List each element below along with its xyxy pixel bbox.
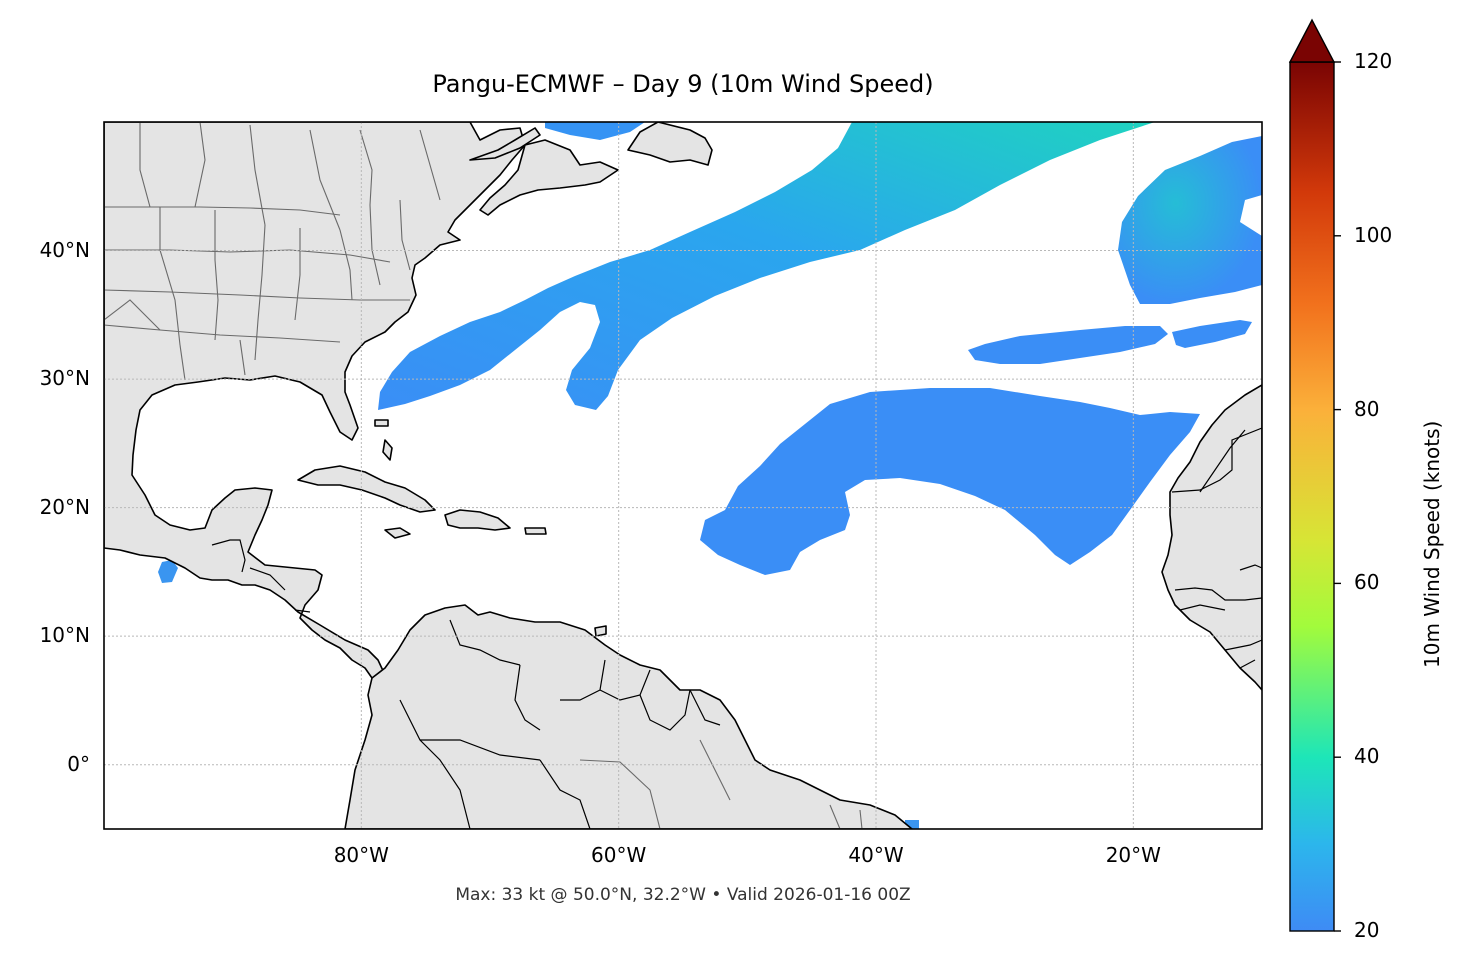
wind-field <box>158 122 1262 829</box>
colorbar-tick-label: 60 <box>1354 570 1380 595</box>
colorbar-extend-arrow <box>1288 18 1336 63</box>
wind-patch-east <box>1118 136 1262 304</box>
lat-tick-label: 0° <box>67 751 90 776</box>
map-footer: Max: 33 kt @ 50.0°N, 32.2°W • Valid 2026… <box>455 885 911 905</box>
colorbar-bar <box>1289 61 1335 932</box>
lon-tick-label: 20°W <box>1105 843 1161 867</box>
colorbar-label: 10m Wind Speed (knots) <box>1420 420 1444 668</box>
lat-tick-label: 30°N <box>39 366 90 391</box>
lon-tick-label: 60°W <box>591 843 647 867</box>
colorbar-tick-label: 80 <box>1354 396 1380 421</box>
wind-patch-south <box>905 820 919 829</box>
colorbar-tick-label: 20 <box>1354 918 1380 942</box>
land-hispaniola <box>444 509 511 531</box>
land-bahamas-1 <box>382 439 393 461</box>
colorbar-tick-label: 120 <box>1354 49 1393 73</box>
lon-tick-label: 40°W <box>848 843 904 867</box>
gridlines <box>104 122 1262 829</box>
land-puerto-rico <box>524 527 547 535</box>
land-africa <box>1161 384 1262 691</box>
wind-trades <box>700 388 1200 575</box>
land-jamaica <box>384 527 411 539</box>
land <box>104 122 1262 829</box>
country-borders <box>211 427 1262 829</box>
lat-tick-label: 10°N <box>39 623 90 648</box>
borders-sa <box>579 739 863 829</box>
wind-band-central <box>968 326 1168 364</box>
land-bahamas-2 <box>374 419 389 427</box>
colorbar <box>1288 18 1341 932</box>
lat-tick-label: 40°N <box>39 237 90 262</box>
wind-band-central-east <box>1172 320 1252 348</box>
map-title: Pangu-ECMWF – Day 9 (10m Wind Speed) <box>432 70 934 98</box>
land-labrador-tip <box>469 127 541 161</box>
lon-tick-label: 80°W <box>333 843 389 867</box>
land-cuba <box>297 465 436 513</box>
land-canada-east <box>479 139 619 216</box>
colorbar-tick-label: 40 <box>1354 744 1380 769</box>
wind-patch-pacific <box>158 560 178 583</box>
land-north-america <box>104 122 526 679</box>
lat-tick-label: 20°N <box>39 494 90 519</box>
wind-patch-labrador <box>545 122 645 140</box>
land-trinidad <box>594 625 607 637</box>
land-newfoundland <box>627 122 713 166</box>
colorbar-tick-label: 100 <box>1354 222 1393 247</box>
wind-jet-north <box>378 122 1155 410</box>
map-frame <box>103 121 1263 830</box>
